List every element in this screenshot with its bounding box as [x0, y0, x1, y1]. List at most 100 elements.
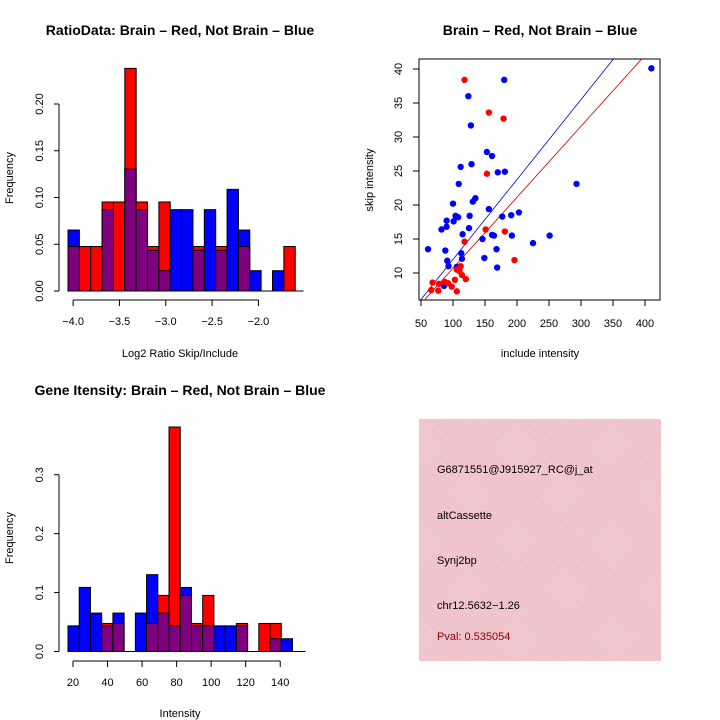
scatter-y-tick-label: 25: [393, 165, 405, 177]
intensity-scatter-panel: Brain – Red, Not Brain – Blue 50 100 150 20…: [364, 22, 661, 360]
not-brain-point: [442, 247, 449, 254]
ratio-y-tick-label: 0.20: [34, 93, 46, 114]
ratio-histogram-axes: 0.00 0.05 0.10 0.15 0.20 −4.0 −3.5 −3.0 −2.5 −2.0: [34, 93, 304, 328]
intensity-y-tick-label: 0.0: [34, 644, 46, 659]
ratio-y-tick-label: 0.05: [34, 234, 46, 255]
intensity-bar-not-brain: [134, 612, 148, 653]
ratio-x-tick-label: −3.0: [155, 316, 177, 328]
event-type-text: altCassette: [437, 510, 493, 522]
scatter-x-tick-label: 100: [444, 318, 462, 330]
brain-point: [511, 256, 518, 264]
ratio-x-tick-label: −4.0: [62, 316, 84, 328]
not-brain-point: [465, 93, 472, 100]
not-brain-point: [467, 122, 475, 129]
ratio-bar-overlap: [215, 249, 228, 292]
gene-name-text: Synj2bp: [437, 555, 477, 567]
scatter-y-tick-label: 30: [393, 131, 405, 143]
gene-intensity-axes: 0.0 0.1 0.2 0.3 20 40 60 80 100 120 140: [34, 467, 306, 689]
scatter-x-tick-label: 200: [508, 318, 526, 330]
ratio-x-tick-label: −2.0: [248, 316, 270, 328]
intensity-bar-brain: [168, 426, 181, 653]
ratio-histogram-panel: RatioData: Brain – Red, Not Brain – Blue…: [4, 22, 314, 360]
intensity-bar-not-brain: [78, 586, 91, 653]
scatter-y-tick-label: 20: [393, 199, 405, 211]
not-brain-point: [450, 218, 457, 225]
ratio-bar-brain: [112, 201, 126, 292]
location-text: chr12.5632−1.26: [437, 600, 520, 612]
not-brain-point: [449, 200, 457, 207]
gene-intensity-histogram-panel: Gene Itensity: Brain – Red, Not Brain – …: [4, 382, 326, 720]
intensity-bar-overlap: [190, 625, 204, 652]
intensity-bar-brain: [258, 622, 271, 652]
ratio-bar-not-brain: [169, 209, 183, 292]
brain-point: [451, 276, 459, 283]
not-brain-point: [443, 217, 450, 224]
not-brain-point: [479, 235, 486, 243]
ratio-bar-not-brain: [249, 270, 262, 292]
intensity-x-tick-label: 40: [101, 677, 113, 689]
not-brain-point: [457, 163, 464, 171]
not-brain-point: [424, 246, 432, 253]
brain-point: [462, 275, 469, 283]
intensity-bar-overlap: [202, 625, 215, 652]
probe-info-panel: G6871551@J915927_RC@j_at altCassette Syn…: [419, 419, 661, 661]
intensity-bar-overlap: [146, 622, 159, 652]
intensity-bar-not-brain: [213, 625, 226, 652]
ratio-bar-overlap: [101, 209, 114, 292]
brain-point: [485, 109, 493, 116]
ratio-histogram-bars: [67, 67, 296, 292]
not-brain-point: [444, 257, 451, 264]
scatter-points: [424, 65, 655, 295]
not-brain-fit-line: [420, 58, 614, 301]
brain-point: [482, 226, 489, 233]
intensity-bar-not-brain: [224, 625, 237, 652]
ratio-bar-not-brain: [271, 270, 285, 292]
intensity-bar-overlap: [179, 594, 192, 653]
brain-point: [461, 76, 468, 84]
scatter-x-tick-label: 400: [636, 318, 654, 330]
not-brain-point: [529, 239, 537, 247]
ratio-histogram-xlabel: Log2 Ratio Skip/Include: [122, 348, 238, 360]
brain-point: [435, 280, 443, 288]
not-brain-point: [445, 263, 452, 270]
ratio-bar-brain: [90, 245, 103, 292]
ratio-x-tick-label: −3.5: [109, 316, 131, 328]
not-brain-point: [455, 180, 462, 188]
intensity-y-tick-label: 0.3: [34, 467, 46, 482]
not-brain-point: [490, 232, 498, 239]
intensity-y-tick-label: 0.1: [34, 585, 46, 600]
ratio-bar-brain: [78, 245, 92, 292]
not-brain-point: [481, 254, 488, 262]
scatter-x-tick-label: 50: [415, 318, 427, 330]
not-brain-point: [485, 205, 493, 213]
not-brain-point: [468, 161, 475, 168]
brain-point: [453, 288, 461, 295]
not-brain-point: [501, 76, 508, 84]
ratio-bar-overlap: [135, 209, 149, 292]
intensity-x-tick-label: 80: [170, 677, 182, 689]
intensity-x-tick-label: 20: [67, 677, 79, 689]
scatter-y-tick-label: 15: [393, 233, 405, 245]
ratio-y-tick-label: 0.15: [34, 140, 46, 161]
scatter-title: Brain – Red, Not Brain – Blue: [443, 22, 638, 38]
not-brain-point: [454, 214, 462, 221]
scatter-y-tick-label: 35: [393, 97, 405, 109]
intensity-bar-overlap: [101, 625, 114, 652]
gene-intensity-title: Gene Itensity: Brain – Red, Not Brain – …: [35, 382, 326, 398]
ratio-bar-not-brain: [203, 209, 217, 292]
brain-point: [500, 115, 507, 122]
intensity-y-tick-label: 0.2: [34, 526, 46, 541]
intensity-bar-not-brain: [89, 612, 103, 653]
brain-point: [435, 287, 442, 294]
scatter-x-tick-label: 250: [540, 318, 558, 330]
brain-point: [461, 238, 468, 245]
intensity-bar-overlap: [112, 622, 125, 652]
ratio-histogram-title: RatioData: Brain – Red, Not Brain – Blue: [46, 22, 315, 38]
not-brain-point: [469, 198, 477, 205]
ratio-x-tick-label: −2.5: [201, 316, 223, 328]
not-brain-point: [458, 250, 465, 257]
scatter-fit-lines: [420, 58, 643, 301]
not-brain-point: [488, 152, 496, 160]
scatter-x-tick-label: 300: [572, 318, 590, 330]
